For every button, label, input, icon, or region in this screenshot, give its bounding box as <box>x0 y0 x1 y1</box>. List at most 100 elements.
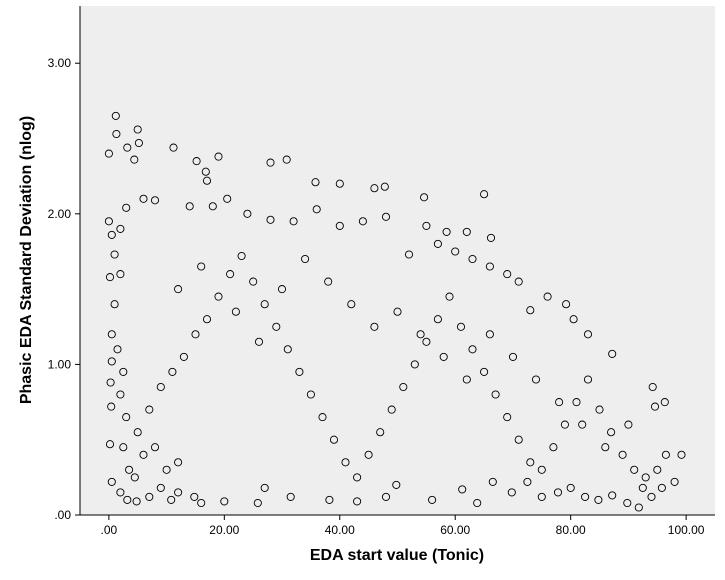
data-point <box>335 179 344 188</box>
data-point <box>485 262 494 271</box>
data-point <box>581 492 590 501</box>
data-point <box>289 217 298 226</box>
data-point <box>214 292 223 301</box>
y-tick-label: .00 <box>54 508 71 522</box>
data-point <box>537 465 546 474</box>
data-point <box>347 300 356 309</box>
data-point <box>607 428 616 437</box>
data-point <box>634 503 643 512</box>
data-point <box>134 138 143 148</box>
data-point <box>253 498 262 508</box>
data-point <box>231 307 240 316</box>
data-point <box>410 360 419 369</box>
data-point <box>456 322 466 331</box>
data-point <box>145 405 154 414</box>
data-point <box>237 251 246 261</box>
data-point <box>648 382 657 392</box>
data-point <box>442 227 451 236</box>
data-point <box>169 143 178 152</box>
data-point <box>162 465 171 474</box>
data-point <box>139 450 148 459</box>
data-point <box>514 435 523 444</box>
data-point <box>119 367 128 376</box>
data-point <box>422 337 431 346</box>
data-point <box>491 390 500 399</box>
data-point <box>420 193 429 202</box>
data-point <box>125 465 134 474</box>
data-point <box>595 405 604 414</box>
data-point <box>208 202 217 211</box>
data-point <box>130 473 139 482</box>
data-point <box>249 277 258 286</box>
data-point <box>223 194 232 203</box>
data-point <box>341 458 350 467</box>
data-point <box>168 367 177 376</box>
data-point <box>174 285 183 294</box>
data-point <box>638 483 647 492</box>
y-axis-label: Phasic EDA Standard Deviation (nlog) <box>18 116 35 404</box>
y-tick-label: 3.00 <box>48 56 72 70</box>
data-point <box>677 450 686 459</box>
data-point <box>566 483 575 492</box>
x-tick-label: .00 <box>101 523 118 537</box>
data-point <box>133 125 142 134</box>
data-point <box>122 203 131 212</box>
y-tick-label: 2.00 <box>48 207 72 221</box>
y-axis-ticks: .00 1.00 2.00 3.00 <box>48 56 80 522</box>
data-point <box>569 315 578 324</box>
data-point <box>116 390 125 399</box>
data-point <box>560 420 569 429</box>
data-point <box>439 352 448 361</box>
data-point <box>243 209 252 218</box>
data-point <box>381 492 391 501</box>
data-point <box>301 254 310 264</box>
data-point <box>202 315 212 324</box>
data-point <box>480 367 489 376</box>
data-point <box>583 330 593 339</box>
data-point <box>670 477 679 486</box>
data-point <box>110 250 119 259</box>
data-point <box>578 420 587 429</box>
data-point <box>445 292 454 301</box>
data-point <box>608 491 617 500</box>
data-point <box>107 477 116 486</box>
data-point <box>201 167 210 176</box>
data-point <box>167 495 176 504</box>
data-point <box>572 398 581 407</box>
data-point <box>393 307 402 316</box>
data-point <box>661 450 670 459</box>
data-point <box>107 357 116 366</box>
data-point <box>104 149 113 158</box>
data-point <box>468 345 477 354</box>
data-point <box>111 111 120 120</box>
data-point <box>220 497 229 506</box>
data-point <box>283 345 292 354</box>
data-point <box>380 182 389 191</box>
data-point <box>312 205 321 214</box>
x-tick-label: 40.00 <box>325 523 355 537</box>
data-point <box>428 495 437 504</box>
data-point <box>608 349 617 358</box>
data-point <box>266 158 275 167</box>
data-point <box>462 375 471 384</box>
data-point <box>549 443 558 452</box>
data-point <box>260 300 269 309</box>
data-point <box>531 375 541 384</box>
data-point <box>179 352 188 361</box>
data-point <box>387 405 396 414</box>
data-point <box>123 495 132 504</box>
x-axis-ticks: .00 20.00 40.00 60.00 80.00 100.00 <box>101 515 705 537</box>
data-point <box>404 250 414 259</box>
data-point <box>523 477 532 486</box>
data-point <box>623 498 632 508</box>
data-point <box>553 488 563 497</box>
data-point <box>329 435 339 444</box>
data-point <box>458 485 467 494</box>
data-point <box>422 221 431 230</box>
data-point <box>618 450 627 459</box>
data-point <box>105 273 115 282</box>
data-point <box>562 300 571 309</box>
data-point <box>488 477 497 486</box>
data-point <box>364 450 373 459</box>
